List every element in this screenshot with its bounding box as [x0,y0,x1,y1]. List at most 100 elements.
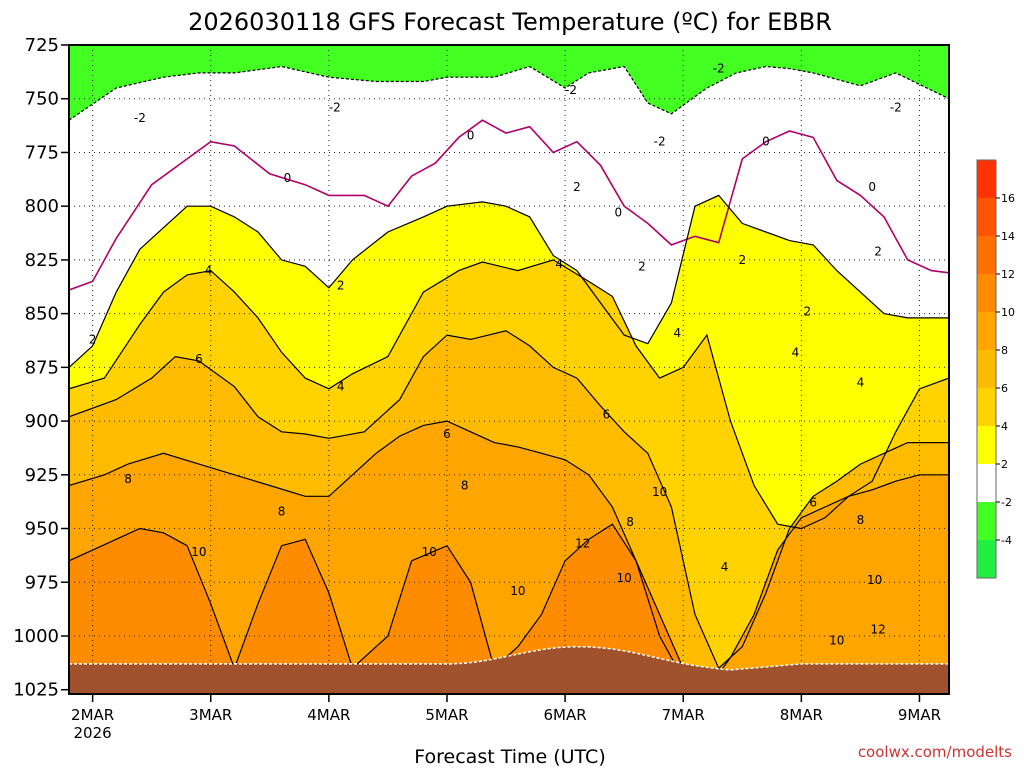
contour-label: 8 [278,504,286,518]
contour-label: 0 [868,180,876,194]
isotherm-lines [69,65,949,691]
x-tick-label: 3MAR [189,706,232,724]
y-tick-label: 725 [25,35,59,56]
contour-label: -2 [890,100,902,114]
colorbar-swatch [977,502,996,540]
contour-label: -2 [565,83,577,97]
contour-label: 8 [626,515,634,529]
colorbar-swatch [977,350,996,388]
contour-label: 2 [874,244,882,258]
isotherm-2 [69,194,949,368]
colorbar-tick-label: 2 [1001,458,1008,471]
colorbar-swatch [977,274,996,312]
isotherm-0 [69,119,949,291]
y-tick-label: 825 [25,250,59,271]
contour-label: 0 [467,128,475,142]
y-tick-label: 1025 [13,680,59,701]
y-tick-label: 750 [25,89,59,110]
colorbar-swatch [977,540,996,578]
contour-label: 2 [738,253,746,267]
x-tick-label: 7MAR [662,706,705,724]
contour-label: 4 [555,257,563,271]
contour-labels: -2 -2 -2 -2 -2 -2 0 0 0 0 0 2 2 2 2 2 2 2 4 4 4 4 4 4 4 6 6 6 6 8 8 8 8 8… [89,62,902,648]
contour-label: 10 [867,573,882,587]
plot-frame [68,44,950,695]
contour-label: 4 [721,560,729,574]
contour-label: 6 [443,427,451,441]
contour-label: 4 [857,375,865,389]
colorbar-tick-label: -4 [1001,534,1012,547]
contour-label: 10 [191,545,206,559]
colorbar-swatch [977,160,996,198]
contour-label: 10 [829,633,844,647]
x-tick-label: 4MAR [307,706,350,724]
colorbar-frame [976,159,997,579]
y-tick-label: 975 [25,572,59,593]
colorbar-swatch [977,464,996,502]
contour-label: 10 [510,584,525,598]
contour-label: -2 [713,62,725,76]
x-tick-sublabel: 2026 [74,724,112,742]
colorbar-tick-label: -2 [1001,496,1012,509]
colorbar-swatch [977,426,996,464]
isotherm-6 [69,330,949,670]
x-axis-label: Forecast Time (UTC) [414,746,605,768]
contour-label: 10 [617,571,632,585]
contour-label: 6 [195,352,203,366]
colorbar-tick-label: 8 [1001,344,1008,357]
y-tick-label: 850 [25,304,59,325]
temperature-bands [69,66,949,694]
contour-label: 12 [575,537,590,551]
y-tick-label: 1000 [13,626,59,647]
colorbar-swatch [977,198,996,236]
contour-label: 2 [89,332,97,346]
isotherm-4 [69,259,949,530]
y-axis: 725 750 775 800 825 850 875 900 925 950 975 1000 102… [13,35,69,701]
x-tick-label: 9MAR [898,706,941,724]
contour-label: 0 [762,135,770,149]
isotherm-10 [69,523,684,670]
contour-label: -2 [329,100,341,114]
grid-lines [69,45,949,694]
y-tick-label: 775 [25,142,59,163]
contour-label: 4 [673,326,681,340]
contour-label: 6 [603,408,611,422]
contour-label: 2 [337,279,345,293]
contour-label: 2 [573,180,581,194]
y-tick-label: 925 [25,465,59,486]
x-tick-label: 2MAR [71,706,114,724]
colorbar-tick-label: 16 [1001,192,1015,205]
ground-surface [69,645,949,694]
colorbar-tick-label: 12 [1001,268,1015,281]
plot-area: -2 -2 -2 -2 -2 -2 0 0 0 0 0 2 2 2 2 2 2 2 4 4 4 4 4 4 4 6 6 6 6 8 8 8 8 8… [69,45,949,694]
contour-label: 6 [809,496,817,510]
contour-label: 4 [205,264,213,278]
colorbar-tick-label: 6 [1001,382,1008,395]
y-tick-label: 875 [25,357,59,378]
colorbar-swatch [977,312,996,350]
colorbar-swatch [977,236,996,274]
contour-label: 2 [638,259,646,273]
contour-label: 10 [422,545,437,559]
contour-label: 8 [857,513,865,527]
credit-text: coolwx.com/modelts [858,743,1012,761]
contour-label: 8 [124,472,132,486]
x-tick-label: 5MAR [425,706,468,724]
y-tick-label: 950 [25,519,59,540]
colorbar-tick-label: 10 [1001,306,1015,319]
isotherm-8 [69,420,949,691]
contour-label: 8 [461,479,469,493]
isotherm--2 [69,65,949,121]
contour-label: 0 [614,206,622,220]
colorbar: 16 14 12 10 8 6 4 2 -2 -4 [976,159,1015,579]
colorbar-tick-label: 14 [1001,230,1015,243]
colorbar-tick-label: 4 [1001,420,1008,433]
y-tick-label: 800 [25,196,59,217]
x-tick-label: 6MAR [544,706,587,724]
contour-label: 4 [337,380,345,394]
contour-label: -2 [134,111,146,125]
contour-label: 2 [803,305,811,319]
contour-label: 4 [792,345,800,359]
